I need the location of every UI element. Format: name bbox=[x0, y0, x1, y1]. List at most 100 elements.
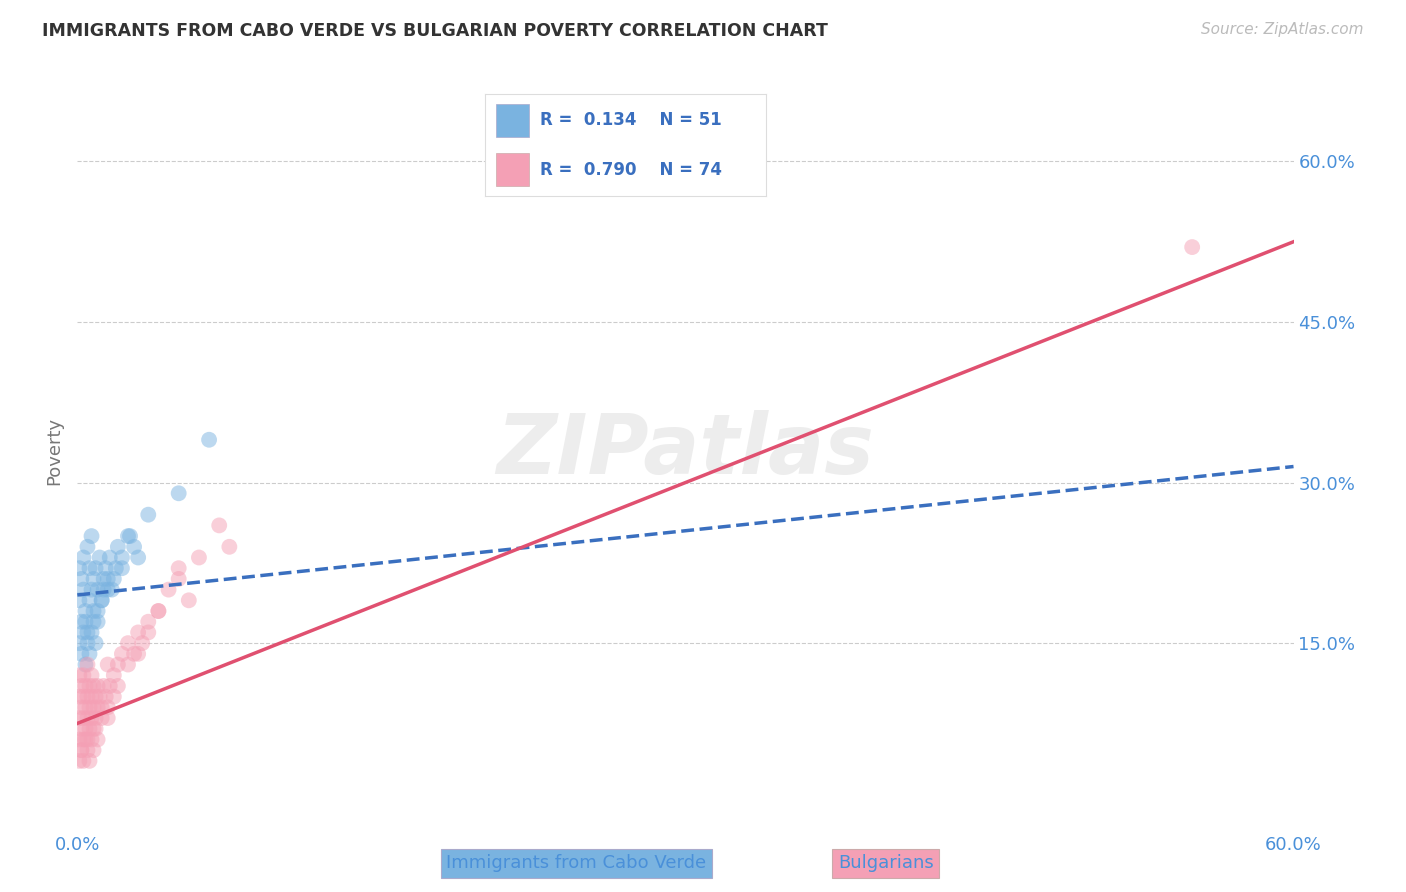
Point bbox=[72, 668, 94, 682]
Point bbox=[127, 550, 149, 565]
Point bbox=[76, 690, 98, 704]
Point bbox=[70, 572, 93, 586]
Point bbox=[83, 722, 105, 736]
Text: R =  0.134    N = 51: R = 0.134 N = 51 bbox=[540, 112, 721, 129]
Point bbox=[79, 647, 101, 661]
Point bbox=[67, 636, 90, 650]
Point bbox=[107, 657, 129, 672]
Point bbox=[76, 636, 98, 650]
Point bbox=[72, 582, 94, 597]
Point bbox=[76, 743, 98, 757]
Point bbox=[136, 615, 159, 629]
Point bbox=[127, 647, 149, 661]
FancyBboxPatch shape bbox=[496, 153, 529, 186]
Point bbox=[111, 561, 134, 575]
Point bbox=[86, 700, 108, 714]
Point bbox=[75, 732, 97, 747]
Point bbox=[75, 700, 97, 714]
Point bbox=[67, 754, 90, 768]
Point bbox=[97, 700, 120, 714]
Point bbox=[90, 593, 112, 607]
Point bbox=[208, 518, 231, 533]
Point bbox=[167, 561, 190, 575]
Point bbox=[79, 700, 101, 714]
Point bbox=[157, 582, 180, 597]
Point bbox=[131, 636, 153, 650]
Point bbox=[67, 711, 90, 725]
Point bbox=[167, 572, 190, 586]
Point bbox=[136, 625, 159, 640]
Point bbox=[83, 743, 105, 757]
Point bbox=[67, 732, 90, 747]
Point bbox=[84, 711, 107, 725]
Point bbox=[117, 636, 139, 650]
Point bbox=[122, 647, 145, 661]
Point bbox=[70, 722, 93, 736]
Point bbox=[104, 561, 127, 575]
Point bbox=[75, 657, 97, 672]
Point bbox=[84, 636, 107, 650]
Point bbox=[80, 690, 103, 704]
Point bbox=[98, 679, 121, 693]
Point bbox=[70, 679, 93, 693]
Point bbox=[86, 732, 108, 747]
Point bbox=[79, 561, 101, 575]
Point bbox=[117, 529, 139, 543]
Point bbox=[97, 711, 120, 725]
Point bbox=[80, 625, 103, 640]
Point bbox=[83, 700, 105, 714]
Point bbox=[118, 529, 141, 543]
Point bbox=[76, 657, 98, 672]
Point bbox=[90, 711, 112, 725]
Point bbox=[70, 615, 93, 629]
Point bbox=[86, 679, 108, 693]
Point bbox=[75, 615, 97, 629]
Point bbox=[70, 647, 93, 661]
Point bbox=[75, 722, 97, 736]
Point bbox=[70, 743, 93, 757]
Point bbox=[79, 593, 101, 607]
Point bbox=[67, 593, 90, 607]
Point bbox=[72, 754, 94, 768]
Y-axis label: Poverty: Poverty bbox=[45, 417, 63, 484]
Point bbox=[83, 572, 105, 586]
Point bbox=[90, 700, 112, 714]
Point bbox=[177, 593, 200, 607]
Point bbox=[93, 572, 115, 586]
Text: Immigrants from Cabo Verde: Immigrants from Cabo Verde bbox=[446, 855, 707, 872]
Point bbox=[80, 668, 103, 682]
Point bbox=[72, 550, 94, 565]
Point bbox=[79, 679, 101, 693]
Point bbox=[76, 711, 98, 725]
Point bbox=[107, 540, 129, 554]
Point bbox=[1181, 240, 1204, 254]
Text: Bulgarians: Bulgarians bbox=[838, 855, 934, 872]
Point bbox=[167, 486, 190, 500]
Point bbox=[188, 550, 211, 565]
Point bbox=[67, 668, 90, 682]
Text: Source: ZipAtlas.com: Source: ZipAtlas.com bbox=[1201, 22, 1364, 37]
Point bbox=[80, 529, 103, 543]
Point bbox=[67, 561, 90, 575]
Point bbox=[111, 550, 134, 565]
Point bbox=[103, 572, 125, 586]
Point bbox=[136, 508, 159, 522]
Point bbox=[148, 604, 170, 618]
Point bbox=[103, 690, 125, 704]
Point bbox=[76, 732, 98, 747]
Point bbox=[83, 604, 105, 618]
Point bbox=[97, 572, 120, 586]
Point bbox=[93, 582, 115, 597]
Text: R =  0.790    N = 74: R = 0.790 N = 74 bbox=[540, 161, 721, 178]
Point bbox=[84, 722, 107, 736]
Point bbox=[84, 690, 107, 704]
Point bbox=[72, 711, 94, 725]
Point bbox=[80, 711, 103, 725]
Point bbox=[89, 550, 111, 565]
Point bbox=[83, 679, 105, 693]
Point bbox=[80, 582, 103, 597]
Point bbox=[94, 561, 117, 575]
Point bbox=[79, 754, 101, 768]
Point bbox=[79, 722, 101, 736]
Text: ZIPatlas: ZIPatlas bbox=[496, 410, 875, 491]
